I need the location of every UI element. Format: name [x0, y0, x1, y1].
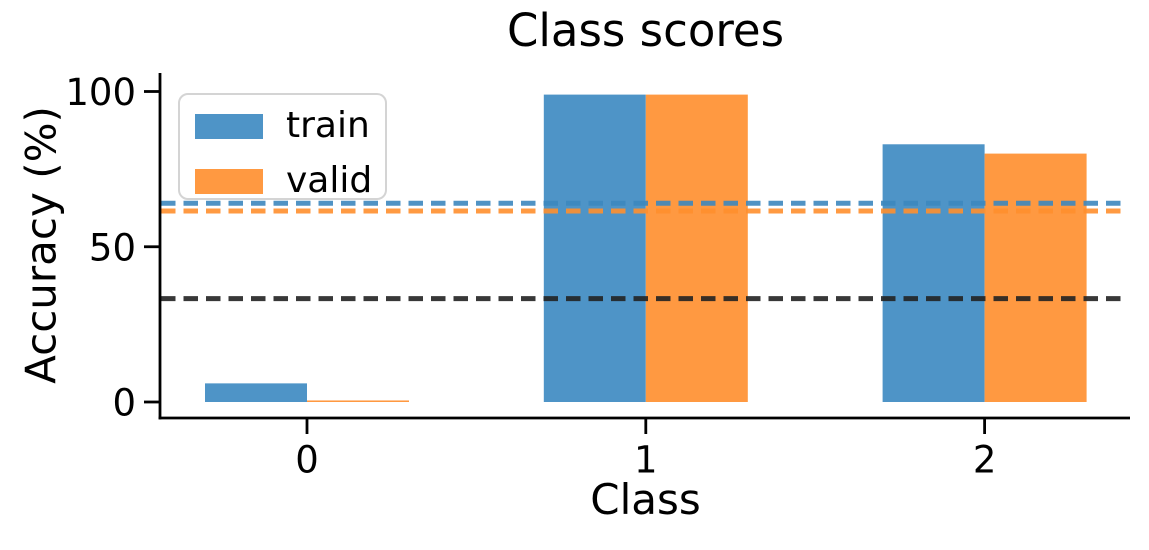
- x-axis-label: Class: [590, 475, 701, 524]
- legend-item-valid: valid: [195, 163, 372, 199]
- x-tick-label-2: 2: [973, 439, 997, 482]
- valid-color-swatch: [195, 168, 263, 194]
- bar-train-class-2: [882, 144, 985, 402]
- bar-valid-class-2: [984, 153, 1087, 402]
- legend-label-valid: valid: [286, 160, 373, 201]
- bar-valid-class-1: [645, 94, 748, 402]
- y-tick-label-100: 100: [65, 71, 136, 114]
- x-tick-label-1: 1: [634, 439, 658, 482]
- legend: train valid: [178, 93, 387, 200]
- y-tick-label-0: 0: [112, 382, 136, 425]
- train-color-swatch: [195, 113, 263, 139]
- bar-train-class-0: [205, 383, 307, 402]
- y-tick-label-50: 50: [89, 226, 136, 269]
- legend-item-train: train: [195, 108, 370, 144]
- chart-title: Class scores: [506, 4, 785, 57]
- legend-label-train: train: [286, 105, 370, 146]
- bar-train-class-1: [543, 94, 646, 402]
- x-tick-label-0: 0: [295, 439, 319, 482]
- bar-valid-class-0: [307, 400, 409, 402]
- y-axis-label: Accuracy (%): [16, 106, 66, 384]
